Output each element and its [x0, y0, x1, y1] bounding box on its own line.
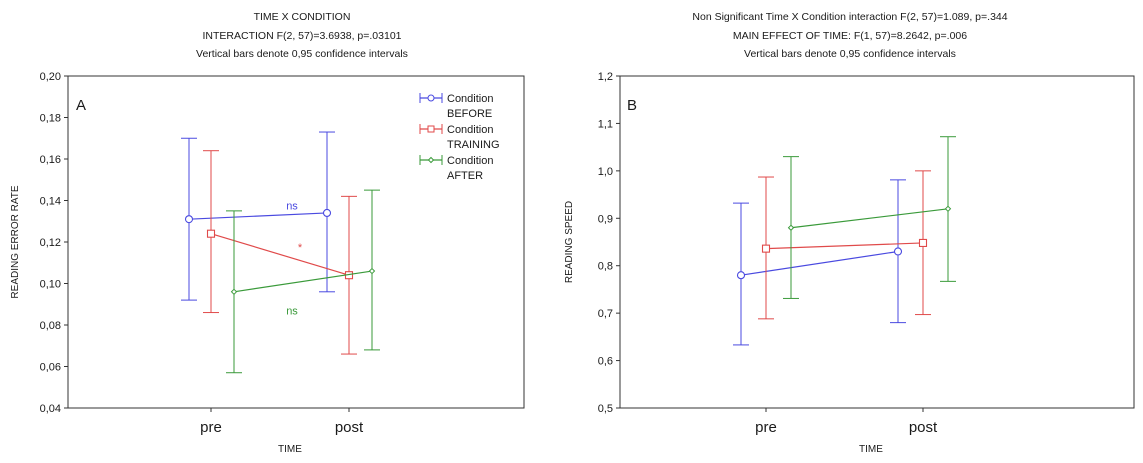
chart-b-ytick-label: 0,6 — [598, 356, 613, 368]
chart-a-ytick-label: 0,04 — [40, 403, 61, 415]
chart-b-ytick-label: 1,1 — [598, 118, 613, 130]
chart-a-legend-before-label-1: Condition — [447, 93, 493, 105]
chart-b-xtick-label: post — [909, 419, 938, 436]
chart-b-title-line: Non Significant Time X Condition interac… — [692, 11, 1007, 23]
chart-b-x-axis-label: TIME — [859, 444, 883, 455]
chart-a-annotation-before: ns — [286, 201, 298, 213]
chart-b-y-axis-label: READING SPEED — [564, 201, 575, 283]
chart-a-x-axis-label: TIME — [278, 444, 302, 455]
chart-b-ytick-label: 0,5 — [598, 403, 613, 415]
chart-b-series-training-point — [761, 244, 771, 253]
chart-a-title-line: TIME X CONDITION — [254, 11, 351, 23]
chart-a-legend-training-marker — [427, 125, 435, 133]
chart-b-title-line: Vertical bars denote 0,95 confidence int… — [744, 48, 956, 60]
chart-a-legend-after-label-2: AFTER — [447, 170, 483, 182]
chart-a-panel-label: A — [76, 97, 86, 114]
chart-b-series-before-line — [740, 250, 899, 276]
chart-b-series-before-point — [893, 247, 903, 256]
chart-a-y-axis-label: READING ERROR RATE — [10, 185, 21, 298]
chart-a-series-before-point — [322, 208, 332, 217]
chart-a-ytick-label: 0,18 — [40, 113, 61, 125]
chart-a-annotation-training: * — [298, 242, 303, 254]
chart-a-legend-after-label-1: Condition — [447, 155, 493, 167]
chart-b-series-before-point — [736, 271, 746, 280]
chart-b-xtick-label: pre — [755, 419, 777, 436]
chart-a-ytick-label: 0,14 — [40, 196, 61, 208]
chart-a-title-line: INTERACTION F(2, 57)=3.6938, p=.03101 — [202, 30, 401, 42]
chart-b-series-after-point — [787, 224, 795, 231]
chart-a-ytick-label: 0,16 — [40, 154, 61, 166]
chart-b-series-after-point — [944, 205, 952, 213]
chart-b-series-training-point — [918, 238, 928, 247]
chart-a-series-after-point — [230, 288, 238, 296]
chart-b-plot-frame — [619, 75, 1135, 409]
chart-a-ytick-label: 0,06 — [40, 362, 61, 374]
chart-b-series-training-line — [765, 242, 924, 250]
chart-a-legend-before-marker — [427, 94, 435, 102]
chart-b-ytick-label: 0,7 — [598, 308, 613, 320]
chart-b-series-after-line — [790, 208, 949, 229]
chart-a-title-line: Vertical bars denote 0,95 confidence int… — [196, 48, 408, 60]
chart-a-annotation-after: ns — [286, 305, 298, 317]
chart-a-legend-training-label-1: Condition — [447, 124, 493, 136]
chart-a-xtick-label: pre — [200, 419, 222, 436]
chart-a-series-after-line — [233, 270, 373, 293]
chart-a-legend-before-label-2: BEFORE — [447, 108, 492, 120]
chart-a-legend-after-marker — [427, 156, 435, 164]
chart-b-ytick-label: 1,0 — [598, 166, 613, 178]
chart-a-ytick-label: 0,20 — [40, 71, 61, 83]
chart-b-ytick-label: 0,8 — [598, 261, 613, 273]
chart-a-ytick-label: 0,08 — [40, 320, 61, 332]
chart-a-series-training-line — [210, 233, 350, 276]
chart-b-panel-label: B — [627, 97, 637, 114]
chart-a-series-training-point — [206, 229, 216, 238]
chart-a-xtick-label: post — [335, 419, 364, 436]
chart-a-ytick-label: 0,12 — [40, 237, 61, 249]
chart-b-title-line: MAIN EFFECT OF TIME: F(1, 57)=8.2642, p=… — [733, 30, 967, 42]
chart-b-ytick-label: 1,2 — [598, 71, 613, 83]
chart-a-ytick-label: 0,10 — [40, 279, 61, 291]
chart-a-series-after-point — [368, 267, 376, 275]
chart-b-ytick-label: 0,9 — [598, 213, 613, 225]
chart-a-series-before-line — [188, 212, 328, 220]
chart-a-series-before-point — [184, 215, 194, 224]
chart-a-legend-training-label-2: TRAINING — [447, 139, 500, 151]
